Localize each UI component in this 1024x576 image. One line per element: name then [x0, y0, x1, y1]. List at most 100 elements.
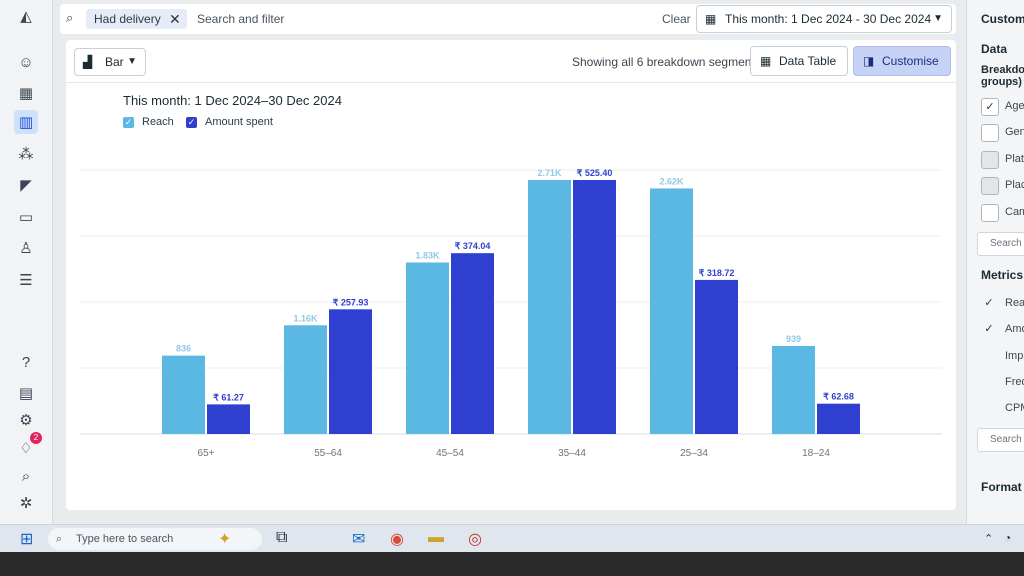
metric-label: Frequency — [1005, 376, 1024, 388]
audience-icon[interactable]: ⁂ — [18, 146, 34, 163]
x-tick-label: 45–54 — [436, 448, 464, 459]
bar-chart-icon: ▟ — [83, 55, 93, 69]
bar-amount-spent — [207, 404, 250, 434]
chevron-down-icon: ▼ — [127, 56, 137, 67]
customise-icon: ◨ — [863, 54, 875, 68]
breakdown-label: Campaign — [1005, 206, 1024, 218]
chart-toolbar: ▟ Bar ▼ Showing all 6 breakdown segments… — [66, 40, 956, 83]
bar-amount-spent — [695, 279, 738, 434]
breakdown-checkbox-placement[interactable] — [981, 177, 999, 195]
breakdown-label: Age — [1005, 100, 1024, 112]
taskbar-search-placeholder: Type here to search — [76, 533, 174, 545]
bug-icon[interactable]: ✲ — [19, 495, 33, 512]
bar-amount-spent — [451, 253, 494, 434]
breakdown-checkbox-gender[interactable] — [981, 124, 999, 142]
chart-type-label: Bar — [105, 55, 124, 69]
bar-amount-spent — [573, 180, 616, 434]
x-tick-label: 18–24 — [802, 448, 830, 459]
left-nav: ◭ ☺ ▦ ▥ ⁂ ◤ ▭ ♙ ☰ ? ▤ ⚙ ♢ 2 ⌕ ✲ — [0, 0, 53, 524]
bar-amount-spent — [329, 309, 372, 434]
search-input[interactable]: Search and filter — [197, 12, 285, 26]
data-label: 2.71K — [537, 168, 562, 178]
notifications-icon[interactable]: ♢ 2 — [14, 432, 42, 460]
legend-reach[interactable]: ✓ Reach — [123, 116, 174, 128]
checkbox-icon[interactable]: ✓ — [123, 116, 134, 128]
close-icon[interactable]: ✕ — [168, 11, 181, 27]
meta-logo-icon[interactable]: ◭ — [20, 8, 32, 25]
metric-checkbox-amount-spent[interactable]: ✓ — [984, 323, 994, 335]
billing-icon[interactable]: ▭ — [18, 209, 34, 226]
checkbox-icon[interactable]: ✓ — [186, 116, 197, 128]
data-label: ₹ 318.72 — [699, 268, 735, 278]
calendar-icon: ▦ — [705, 12, 717, 26]
browser-icon[interactable]: ◎ — [468, 531, 482, 548]
date-range-picker[interactable]: ▦ This month: 1 Dec 2024 - 30 Dec 2024 ▼ — [696, 5, 952, 33]
breakdown-heading: Breakdown groups) — [981, 64, 1024, 88]
breakdown-checkbox-age[interactable]: ✓ — [981, 98, 999, 116]
screen-bezel — [0, 552, 1024, 576]
windows-start-icon[interactable]: ⊞ — [20, 531, 34, 548]
data-label: ₹ 61.27 — [213, 392, 244, 402]
metric-checkbox-cpm[interactable] — [981, 400, 997, 416]
metric-label: Impressions — [1005, 350, 1024, 362]
data-table-button[interactable]: ▦ Data Table — [750, 46, 848, 76]
people-icon[interactable]: ♙ — [19, 240, 33, 257]
breakdown-label: Platform — [1005, 153, 1024, 165]
dashboard-icon[interactable]: ☺ — [18, 53, 34, 71]
metric-checkbox-frequency[interactable] — [981, 374, 997, 390]
chart-type-dropdown[interactable]: ▟ Bar ▼ — [74, 48, 146, 76]
chart-title: This month: 1 Dec 2024–30 Dec 2024 — [123, 93, 342, 108]
breakdown-label: Placement — [1005, 179, 1024, 191]
customise-button[interactable]: ◨ Customise — [853, 46, 951, 76]
data-table-label: Data Table — [779, 54, 837, 68]
report-icon[interactable]: ▤ — [18, 385, 34, 402]
mail-icon[interactable]: ✉ — [352, 531, 366, 548]
chart-panel: ▟ Bar ▼ Showing all 6 breakdown segments… — [66, 40, 956, 510]
segments-text: Showing all 6 breakdown segments — [572, 55, 761, 69]
bar-reach — [162, 355, 205, 434]
chrome-icon[interactable]: ◉ — [390, 531, 404, 548]
breakdown-search-input[interactable]: Search — [977, 232, 1024, 256]
file-explorer-icon[interactable]: ▬ — [428, 529, 444, 546]
bar-reach — [528, 180, 571, 434]
menu-icon[interactable]: ☰ — [19, 272, 33, 289]
bar-reach — [284, 325, 327, 434]
breakdown-checkbox-campaign[interactable] — [981, 204, 999, 222]
megaphone-icon[interactable]: ◤ — [20, 177, 32, 194]
wifi-icon[interactable]: ◔ — [1004, 531, 1012, 545]
metric-checkbox-reach[interactable]: ✓ — [984, 297, 994, 309]
metrics-search-input[interactable]: Search — [977, 428, 1024, 452]
clear-button[interactable]: Clear — [662, 12, 691, 26]
legend-amount-spent[interactable]: ✓ Amount spent — [186, 116, 273, 128]
data-label: ₹ 374.04 — [455, 241, 491, 251]
task-view-icon[interactable]: ⧉ — [276, 529, 288, 546]
metric-checkbox-impressions[interactable] — [981, 348, 997, 364]
x-tick-label: 25–34 — [680, 448, 708, 459]
legend-label: Reach — [142, 116, 174, 128]
customise-panel: Customise Data Breakdown groups) ✓ Age G… — [966, 0, 1024, 524]
customise-label: Customise — [882, 54, 939, 68]
data-label: 836 — [176, 344, 191, 354]
taskbar-search-input[interactable]: ⌕ Type here to search — [48, 528, 262, 550]
table-icon[interactable]: ▦ — [18, 85, 34, 102]
breakdown-checkbox-platform[interactable] — [981, 151, 999, 169]
help-icon[interactable]: ? — [21, 353, 31, 371]
sparkle-icon[interactable]: ✦ — [218, 531, 232, 548]
chevron-up-icon[interactable]: ⌃ — [984, 533, 994, 545]
search-icon[interactable]: ⌕ — [21, 467, 31, 485]
data-heading: Data — [981, 42, 1008, 56]
chevron-down-icon: ▼ — [933, 13, 943, 24]
settings-icon[interactable]: ⚙ — [19, 412, 33, 429]
data-label: ₹ 62.68 — [823, 392, 854, 402]
metric-label: Reach — [1005, 297, 1024, 309]
campaigns-icon[interactable]: ▥ — [14, 110, 38, 134]
x-tick-label: 65+ — [198, 448, 215, 459]
bar-reach — [406, 262, 449, 434]
bar-chart: 836 ₹ 61.27 65+ 1.16K ₹ 257.93 55–64 1.83K ₹ 37… — [80, 168, 942, 459]
filter-chip-label: Had delivery — [94, 12, 161, 26]
x-tick-label: 35–44 — [558, 448, 586, 459]
filter-chip[interactable]: Had delivery ✕ — [86, 9, 187, 29]
bar-reach — [650, 188, 693, 434]
format-heading: Format — [981, 480, 1022, 494]
data-label: ₹ 257.93 — [333, 297, 369, 307]
